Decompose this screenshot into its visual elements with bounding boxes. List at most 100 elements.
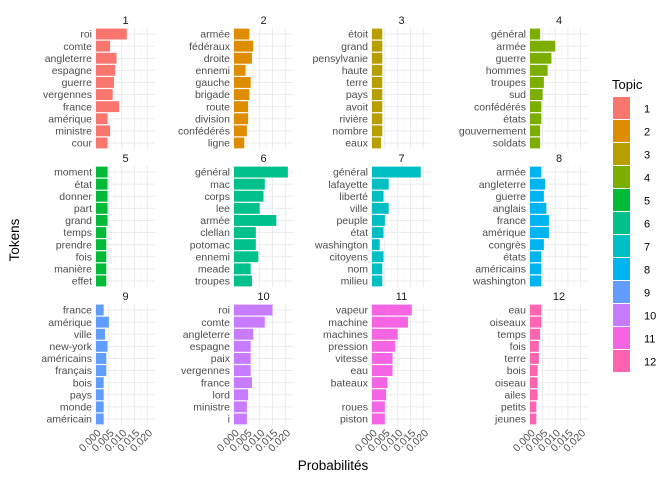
token-label: angleterre: [45, 53, 92, 65]
bar-monde: [96, 401, 104, 413]
bar-corps: [234, 190, 264, 202]
bar-nom: [372, 263, 383, 275]
token-label: pensylvanie: [313, 53, 369, 65]
legend-key-topic-5: [613, 189, 630, 211]
bar-états: [530, 251, 542, 263]
token-label: france: [63, 101, 92, 113]
token-label: grand: [65, 215, 92, 227]
legend-label: 9: [644, 288, 650, 300]
bar-milieu: [372, 275, 383, 287]
token-label: machine: [328, 317, 368, 329]
token-label: états: [503, 113, 526, 125]
facet-topic-8: 8arméeangleterreguerreanglaisfranceaméri…: [472, 153, 588, 288]
facet-topic-1: 1 roicomteangleterreespagneguerrevergenne…: [43, 15, 155, 150]
token-label: effet: [72, 276, 92, 288]
facet-topic-7: 7 générallafayettelibertévillepeupleétatw…: [314, 153, 431, 288]
token-label: lee: [216, 203, 230, 215]
bar-terre: [530, 353, 539, 364]
bar-peuple: [372, 215, 385, 226]
token-label: rivière: [339, 113, 368, 125]
bar-lafayette: [372, 178, 389, 190]
token-label: amérique: [482, 227, 526, 239]
token-label: fois: [76, 251, 92, 263]
token-label: mac: [210, 179, 230, 191]
legend-key-topic-3: [613, 143, 630, 165]
token-label: vapeur: [336, 305, 369, 317]
token-label: général: [195, 167, 230, 179]
token-label: comte: [201, 317, 230, 329]
token-label: peuple: [336, 215, 368, 227]
token-label: armée: [200, 29, 230, 41]
bar-france: [530, 215, 549, 226]
token-label: clellan: [200, 227, 230, 239]
bar-sud: [530, 89, 543, 100]
bar-jeunes: [530, 413, 537, 425]
bar-américain: [96, 413, 104, 425]
bar-brigade: [234, 89, 250, 100]
bar-ville: [372, 202, 389, 214]
token-label: eaux: [345, 138, 369, 150]
bar-ligne: [234, 137, 245, 149]
token-label: bois: [507, 365, 526, 377]
bar-pensylvanie: [372, 52, 383, 64]
bar-petits: [530, 401, 537, 413]
token-label: lord: [212, 389, 230, 401]
legend-label: 2: [644, 127, 650, 139]
bar-machines: [372, 328, 398, 340]
token-label: france: [497, 215, 526, 227]
token-label: espagne: [190, 341, 230, 353]
legend-title: Topic: [612, 77, 643, 92]
token-label: état: [74, 179, 92, 191]
bar-rivière: [372, 113, 383, 125]
facet-topic-11: 11 vapeurmachinemachinespressionvitesseea…: [323, 291, 431, 426]
bar-manière: [96, 263, 107, 275]
bar-gouvernement: [530, 125, 541, 137]
token-label: gauche: [196, 77, 231, 89]
bar-français: [96, 365, 107, 376]
token-label: cour: [72, 138, 93, 150]
token-label: ville: [74, 329, 92, 341]
x-axis-title: Probabilités: [298, 458, 369, 473]
token-label: ailes: [504, 389, 526, 401]
facet-topic-4: 4 généralarméeguerrehommestroupessudconfé…: [459, 15, 588, 150]
facet-strip-label: 5: [122, 153, 128, 165]
bar-confédérés: [234, 125, 247, 137]
bar-clellan: [234, 227, 256, 238]
token-label: division: [195, 113, 230, 125]
token-label: hommes: [486, 65, 526, 77]
legend-key-topic-7: [613, 235, 630, 257]
token-label: france: [201, 377, 230, 389]
token-label: vergennes: [181, 365, 230, 377]
token-label: new-york: [49, 341, 92, 353]
bar-vergennes: [234, 365, 251, 376]
bar-amérique: [530, 227, 549, 238]
token-label: amérique: [48, 317, 92, 329]
bar-armée: [234, 215, 277, 226]
token-label: paix: [211, 353, 231, 365]
bar-pression: [372, 340, 396, 352]
legend-label: 10: [644, 311, 656, 323]
token-label: étoit: [348, 29, 368, 41]
token-label: fédéraux: [189, 41, 231, 53]
token-label: guerre: [496, 53, 527, 65]
token-label: roues: [342, 401, 368, 413]
token-label: citoyens: [329, 251, 368, 263]
token-label: grand: [341, 41, 368, 53]
bar-étoit: [372, 28, 383, 40]
bar-gauche: [234, 77, 251, 88]
token-label: washington: [472, 276, 526, 288]
token-label: oiseaux: [490, 317, 527, 329]
bar-troupes: [234, 275, 252, 287]
token-label: sud: [509, 89, 526, 101]
token-label: guerre: [62, 77, 93, 89]
token-label: bateaux: [331, 377, 369, 389]
bar-ministre: [234, 401, 247, 413]
legend-label: 11: [644, 334, 655, 346]
token-label: américain: [46, 414, 92, 426]
token-label: brigade: [195, 89, 230, 101]
token-label: général: [491, 29, 526, 41]
token-label: donner: [59, 191, 92, 203]
bar-donner: [96, 190, 108, 202]
token-label: espagne: [52, 65, 92, 77]
